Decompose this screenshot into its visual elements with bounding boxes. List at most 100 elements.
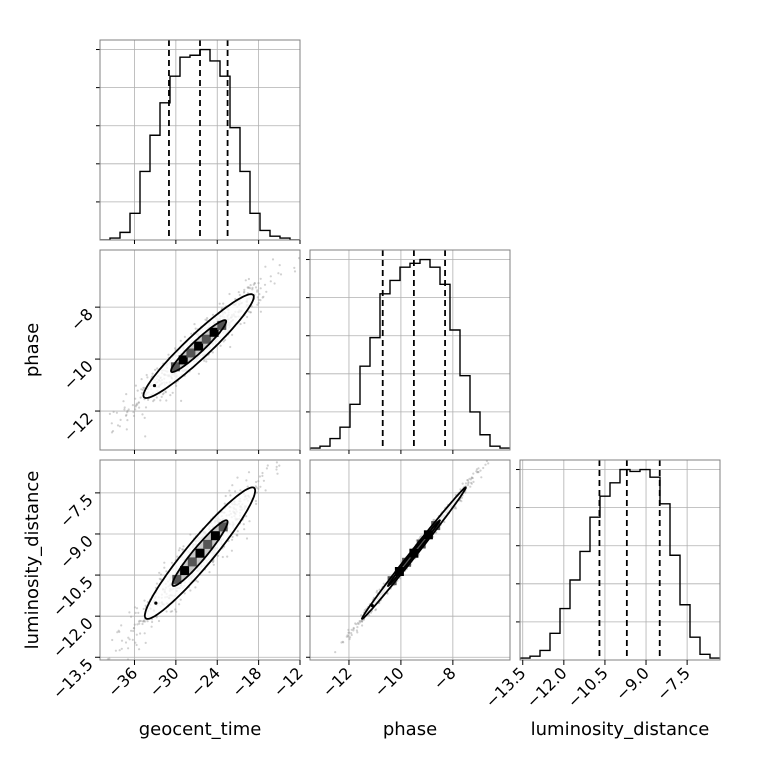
scatter-point [293, 270, 297, 273]
scatter-point [356, 631, 359, 634]
density-block [416, 539, 426, 549]
scatter-point [179, 339, 182, 342]
scatter-point [267, 456, 269, 458]
scatter-point [142, 620, 145, 623]
scatter-point [368, 614, 371, 617]
scatter-point [246, 286, 249, 289]
scatter-point [226, 555, 229, 558]
scatter-point [132, 414, 136, 417]
scatter-point [139, 396, 142, 399]
scatter-point [136, 623, 139, 626]
scatter-point [237, 291, 240, 294]
scatter-point [211, 351, 214, 354]
scatter-point [183, 335, 186, 338]
scatter-point [132, 629, 135, 633]
x-tick-label-geocent_time: −36 [104, 663, 141, 700]
scatter-point [123, 406, 126, 409]
scatter-point [167, 353, 170, 356]
scatter-point [151, 620, 154, 624]
contour-line-1sigma [386, 519, 441, 587]
scatter-point [143, 599, 146, 602]
scatter-point [255, 491, 258, 494]
scatter-point [170, 561, 174, 564]
scatter-point [131, 638, 134, 642]
scatter-point [108, 657, 111, 660]
scatter-point [275, 468, 278, 471]
scatter-point [177, 549, 181, 552]
scatter-point [487, 462, 490, 465]
scatter-point [506, 435, 508, 437]
scatter-point [236, 476, 239, 479]
scatter-point [485, 460, 488, 463]
scatter-point [134, 397, 137, 400]
scatter-point [361, 620, 364, 623]
peak-marker [370, 603, 374, 608]
scatter-point [197, 372, 200, 375]
scatter-point [127, 408, 130, 411]
scatter-point [378, 588, 381, 591]
scatter-point [128, 611, 131, 614]
scatter-point [88, 705, 90, 707]
scatter-point [247, 310, 250, 313]
scatter-point [223, 502, 226, 505]
scatter-point [133, 606, 137, 609]
scatter-point [259, 277, 262, 280]
scatter-point [151, 372, 154, 375]
scatter-point [355, 629, 358, 632]
scatter-point [249, 311, 252, 314]
scatter-point [144, 641, 147, 645]
scatter-point [256, 289, 259, 292]
scatter-point [120, 639, 124, 642]
scatter-point [245, 479, 248, 482]
scatter-point [126, 411, 129, 414]
histogram-step-luminosity_distance [520, 468, 720, 660]
scatter-point [246, 315, 249, 319]
density-block [194, 341, 204, 351]
scatter-point [346, 634, 349, 637]
scatter-point [162, 392, 165, 395]
scatter-point [257, 301, 260, 305]
scatter-point [138, 406, 141, 409]
contour-line-2sigma [143, 486, 257, 620]
scatter-point [261, 471, 264, 475]
scatter-point [120, 624, 123, 627]
scatter-point [467, 482, 470, 485]
y-tick-label-luminosity_distance: −13.5 [49, 655, 97, 703]
scatter-point [150, 625, 153, 628]
scatter-point [136, 389, 139, 392]
scatter-point [140, 378, 143, 381]
scatter-point [222, 302, 225, 305]
scatter-point [126, 409, 129, 413]
scatter-point [135, 633, 138, 636]
scatter-point [141, 622, 144, 626]
scatter-point [234, 297, 237, 301]
scatter-point [127, 647, 130, 650]
histogram-step-phase [310, 258, 510, 450]
hist-yticks [516, 469, 520, 623]
scatter-point [143, 416, 146, 419]
scatter-point [279, 273, 283, 276]
scatter-point [169, 394, 172, 397]
scatter-point [239, 322, 242, 326]
scatter-point [433, 518, 436, 521]
scatter-point [252, 283, 255, 286]
hist-yticks [306, 259, 310, 413]
scatter-point [156, 367, 159, 370]
scatter-point [496, 447, 498, 449]
scatter-point [464, 491, 467, 494]
scatter-point [153, 398, 156, 401]
scatter-point [159, 399, 162, 402]
scatter-point [245, 515, 248, 518]
scatter-point [253, 282, 256, 285]
scatter-point [243, 321, 246, 325]
scatter-point [265, 290, 268, 293]
scatter-point [239, 489, 242, 492]
scatter-point [58, 465, 60, 467]
scatter-point [464, 482, 468, 485]
scatter-point [163, 561, 166, 564]
scatter-point [217, 554, 220, 557]
scatter-point [259, 287, 262, 290]
scatter-point [506, 431, 508, 433]
scatter-point [469, 478, 472, 481]
scatter-point [354, 622, 357, 625]
